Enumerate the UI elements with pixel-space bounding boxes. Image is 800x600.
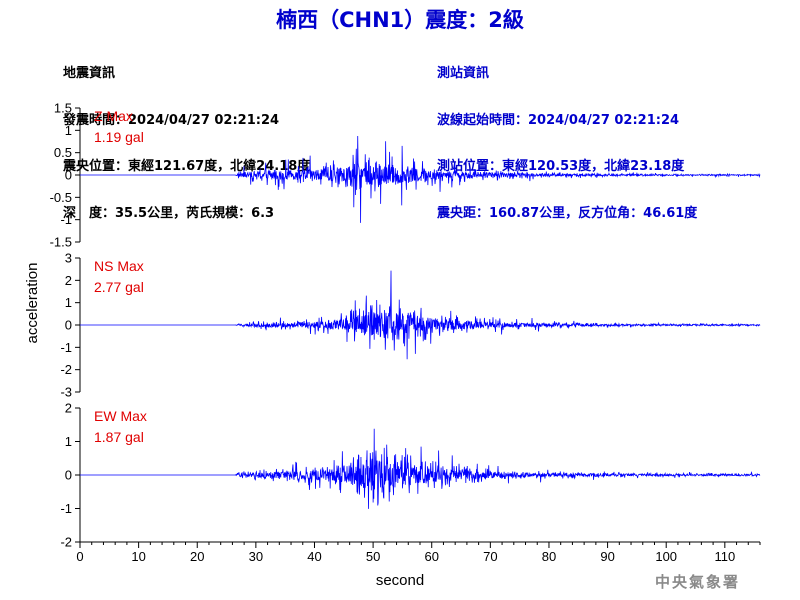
y-tick-label-NS: -2 xyxy=(60,362,72,377)
max-label-Z: Z Max xyxy=(94,108,133,124)
y-tick-label-Z: -0.5 xyxy=(50,190,72,205)
x-tick-label: 100 xyxy=(655,549,677,564)
y-tick-label-EW: -1 xyxy=(60,501,72,516)
epicentral-distance: 震央距：160.87公里，反方位角：46.61度 xyxy=(437,205,698,221)
waveform-trace-Z xyxy=(80,136,761,223)
quake-info-block: 地震資訊 發震時間：2024/04/27 02:21:24 震央位置：東經121… xyxy=(63,35,310,252)
y-tick-label-Z: -1.5 xyxy=(50,235,72,250)
x-tick-label: 20 xyxy=(190,549,204,564)
origin-time: 發震時間：2024/04/27 02:21:24 xyxy=(63,112,280,128)
quake-info-heading: 地震資訊 xyxy=(63,66,116,81)
x-tick-label: 30 xyxy=(249,549,263,564)
y-tick-label-Z: 0 xyxy=(65,168,72,183)
y-tick-label-Z: -1 xyxy=(60,212,72,227)
wave-start-time: 波線起始時間：2024/04/27 02:21:24 xyxy=(437,112,680,128)
y-tick-label-NS: 0 xyxy=(65,318,72,333)
y-tick-label-EW: 1 xyxy=(65,434,72,449)
y-tick-label-NS: 3 xyxy=(65,251,72,266)
x-tick-label: 70 xyxy=(483,549,497,564)
y-tick-label-EW: -2 xyxy=(60,535,72,550)
max-label-EW: EW Max xyxy=(94,408,147,424)
y-tick-label-EW: 0 xyxy=(65,468,72,483)
y-tick-label-NS: -1 xyxy=(60,340,72,355)
x-tick-label: 60 xyxy=(424,549,438,564)
y-tick-label-Z: 0.5 xyxy=(54,145,72,160)
y-tick-label-NS: 2 xyxy=(65,273,72,288)
x-tick-label: 110 xyxy=(714,549,735,564)
x-tick-label: 40 xyxy=(307,549,321,564)
waveform-trace-NS xyxy=(80,270,761,360)
station-info-heading: 測站資訊 xyxy=(437,66,490,81)
agency-watermark: 中央氣象署 xyxy=(655,573,741,591)
x-tick-label: 50 xyxy=(366,549,380,564)
max-value-Z: 1.19 gal xyxy=(94,129,144,145)
y-axis-title: acceleration xyxy=(24,263,41,344)
y-tick-label-Z: 1.5 xyxy=(54,101,72,116)
max-value-NS: 2.77 gal xyxy=(94,279,144,295)
max-label-NS: NS Max xyxy=(94,258,144,274)
x-tick-label: 10 xyxy=(131,549,145,564)
y-tick-label-Z: 1 xyxy=(65,123,72,138)
y-tick-label-NS: -3 xyxy=(60,385,72,400)
epicenter-location: 震央位置：東經121.67度，北緯24.18度 xyxy=(63,159,311,174)
y-tick-label-EW: 2 xyxy=(65,401,72,416)
waveform-trace-EW xyxy=(80,428,761,509)
y-tick-label-NS: 1 xyxy=(65,295,72,310)
x-tick-label: 0 xyxy=(76,549,83,564)
max-value-EW: 1.87 gal xyxy=(94,429,144,445)
depth-magnitude: 深 度：35.5公里，芮氏規模：6.3 xyxy=(63,205,275,221)
page-title: 楠西（CHN1）震度：2級 xyxy=(276,8,524,32)
x-tick-label: 90 xyxy=(600,549,614,564)
station-info-block: 測站資訊 波線起始時間：2024/04/27 02:21:24 測站位置：東經1… xyxy=(437,35,697,252)
x-tick-label: 80 xyxy=(542,549,556,564)
x-axis-title: second xyxy=(376,572,424,589)
station-location: 測站位置：東經120.53度，北緯23.18度 xyxy=(437,159,685,174)
